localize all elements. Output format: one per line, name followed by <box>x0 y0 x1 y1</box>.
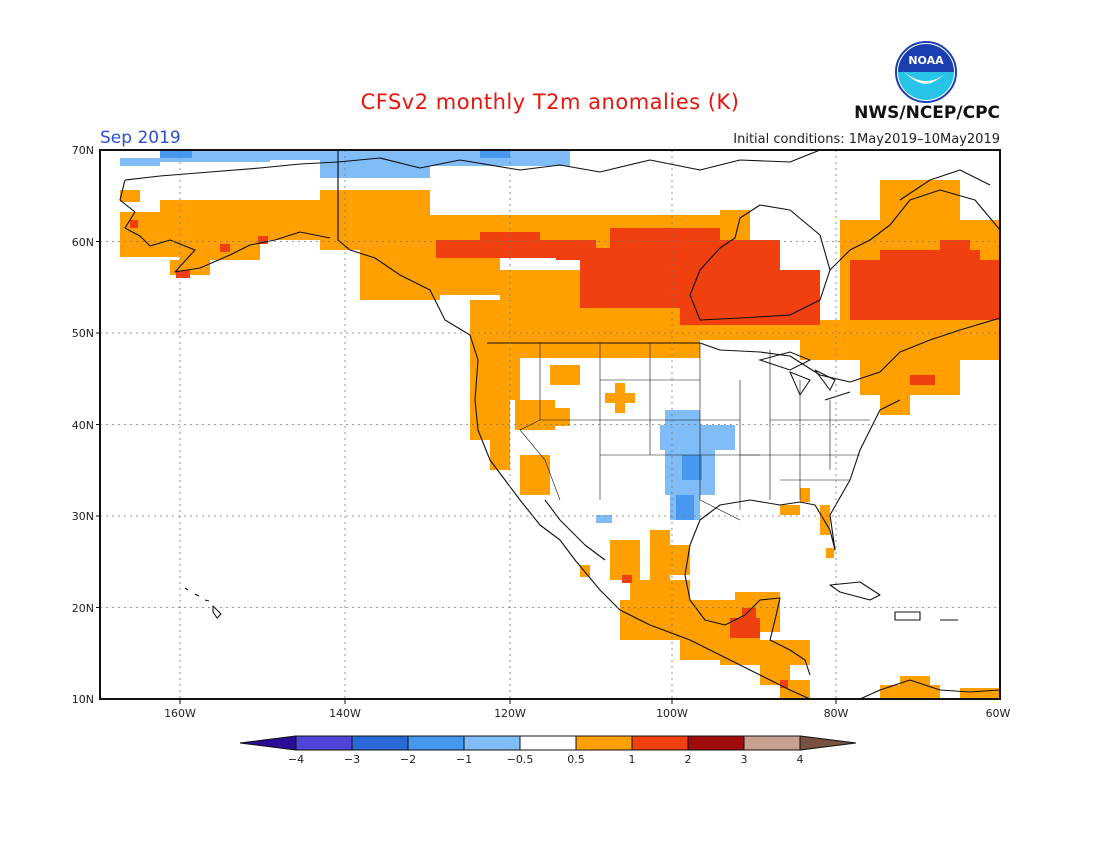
colorbar-tick-label: 4 <box>797 753 804 766</box>
colorbar-swatch <box>687 735 745 751</box>
cool-anomaly-arctic-deep <box>160 150 510 158</box>
colorbar-swatch <box>463 735 521 751</box>
logo-text: NOAA <box>908 54 944 67</box>
colorbar-tick-label: 1 <box>629 753 636 766</box>
state-borders <box>519 343 870 521</box>
graticule <box>100 150 1000 699</box>
lon-label: 120W <box>494 707 526 720</box>
initial-conditions-label: Initial conditions: 1May2019–10May2019 <box>733 132 1000 147</box>
colorbar-swatch <box>575 735 633 751</box>
colorbar-swatch <box>295 735 353 751</box>
colorbar-swatch <box>519 735 577 751</box>
lon-label: 100W <box>656 707 688 720</box>
noaa-logo-icon: NOAA <box>895 41 957 103</box>
lon-label: 60W <box>986 707 1011 720</box>
lat-label: 30N <box>72 510 94 523</box>
colorbar-tick-label: −4 <box>288 753 304 766</box>
lat-label: 70N <box>72 144 94 157</box>
latitude-labels: 70N 60N 50N 40N 30N 20N 10N <box>72 144 94 706</box>
colorbar-tick-label: −2 <box>400 753 416 766</box>
lat-label: 50N <box>72 327 94 340</box>
lat-label: 10N <box>72 693 94 706</box>
lon-label: 80W <box>824 707 849 720</box>
colorbar-swatch <box>407 735 465 751</box>
coastlines <box>119 150 1000 699</box>
colorbar-tick-label: −0.5 <box>507 753 534 766</box>
colorbar-tick-label: −1 <box>456 753 472 766</box>
colorbar-arrow-high <box>799 735 857 751</box>
colorbar-tick-label: 0.5 <box>567 753 585 766</box>
colorbar-tick-label: −3 <box>344 753 360 766</box>
agency-label: NWS/NCEP/CPC <box>854 103 1000 123</box>
longitude-labels: 160W 140W 120W 100W 80W 60W <box>164 707 1010 720</box>
map-title: CFSv2 monthly T2m anomalies (K) <box>360 90 740 114</box>
colorbar-swatch <box>631 735 689 751</box>
colorbar-tick-label: 2 <box>685 753 692 766</box>
warm-anomaly-level-2 <box>130 220 1000 688</box>
colorbar-swatch <box>351 735 409 751</box>
cool-anomaly-central-us <box>596 410 735 523</box>
lon-label: 160W <box>164 707 196 720</box>
cool-anomaly-central-us-deep <box>676 455 702 520</box>
lat-label: 60N <box>72 236 94 249</box>
colorbar-arrow-low <box>239 735 297 751</box>
colorbar-swatch <box>743 735 801 751</box>
lat-label: 40N <box>72 419 94 432</box>
colorbar-tick-label: 3 <box>741 753 748 766</box>
lon-label: 140W <box>329 707 361 720</box>
lat-label: 20N <box>72 602 94 615</box>
great-lakes <box>758 351 851 401</box>
valid-month-label: Sep 2019 <box>100 128 181 148</box>
